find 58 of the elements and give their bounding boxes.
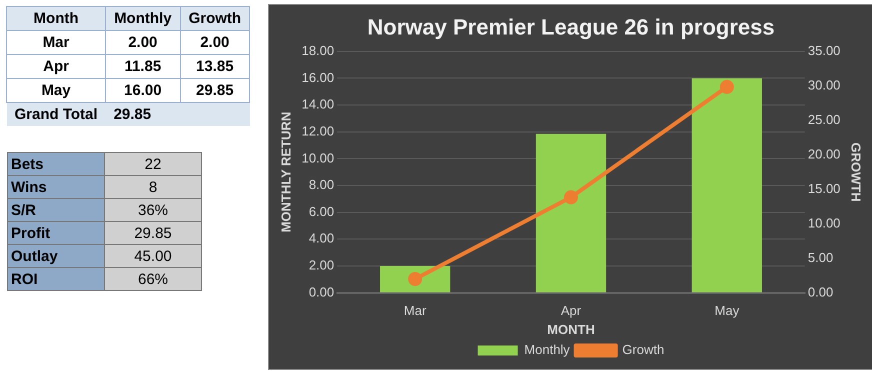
chart-title: Norway Premier League 26 in progress: [367, 14, 775, 40]
point: [720, 80, 734, 94]
text: S/R: [8, 198, 104, 222]
y-tick-label: 14.00: [302, 96, 334, 112]
text: Bets: [8, 152, 104, 176]
y2-tick-label: 15.00: [808, 180, 840, 196]
legend-label: Monthly: [524, 342, 570, 358]
point: [564, 190, 578, 204]
text: 29.85: [180, 78, 250, 102]
y2-tick-label: 0.00: [808, 284, 834, 300]
y-tick-label: 2.00: [308, 258, 334, 273]
text: Mar: [6, 30, 106, 54]
y-tick-label: 6.00: [308, 204, 334, 219]
y-tick-label: 10.00: [302, 150, 334, 166]
text: Growth: [180, 6, 250, 30]
text: ROI: [8, 268, 104, 290]
text: 8: [104, 176, 202, 198]
text: 16.00: [106, 78, 180, 102]
x-axis-title: MONTH: [547, 322, 595, 337]
text: Profit: [8, 222, 104, 244]
y2-tick-label: 25.00: [808, 112, 840, 127]
bar: [692, 78, 762, 292]
y-tick-label: 18.00: [302, 42, 334, 58]
text: 36%: [104, 198, 202, 222]
y-tick-label: 8.00: [308, 177, 334, 192]
text: 45.00: [104, 244, 202, 268]
text: Grand Total: [6, 102, 106, 126]
legend-label: Growth: [622, 342, 664, 358]
x-tick-label: May: [714, 303, 740, 318]
y-tick-label: 12.00: [302, 123, 334, 138]
y-tick-label: 16.00: [302, 70, 334, 85]
y2-tick-label: 10.00: [808, 215, 840, 230]
x-tick-label: Mar: [404, 303, 427, 318]
text: 29.85: [106, 102, 250, 126]
text: Wins: [8, 176, 104, 198]
y-tick-label: 0.00: [308, 284, 334, 300]
x-tick-label: Apr: [560, 303, 582, 318]
text: 13.85: [180, 54, 250, 78]
text: May: [6, 78, 106, 102]
text: 66%: [104, 268, 202, 290]
y2-axis-title: GROWTH: [848, 142, 864, 202]
text: 11.85: [106, 54, 180, 78]
y2-tick-label: 20.00: [808, 146, 840, 162]
y-tick-label: 4.00: [308, 230, 334, 246]
text: Monthly: [106, 6, 180, 30]
text: 2.00: [106, 30, 180, 54]
text: Apr: [6, 54, 106, 78]
point: [408, 272, 422, 286]
text: Outlay: [8, 244, 104, 268]
y2-tick-label: 30.00: [808, 77, 840, 92]
bar: [536, 134, 606, 292]
text: 2.00: [180, 30, 250, 54]
text: 22: [104, 152, 202, 176]
text: 29.85: [104, 222, 202, 244]
y2-tick-label: 5.00: [808, 250, 834, 265]
text: Month: [6, 6, 106, 30]
y2-tick-label: 35.00: [808, 42, 840, 58]
y-axis-title: MONTHLY RETURN: [278, 112, 294, 232]
